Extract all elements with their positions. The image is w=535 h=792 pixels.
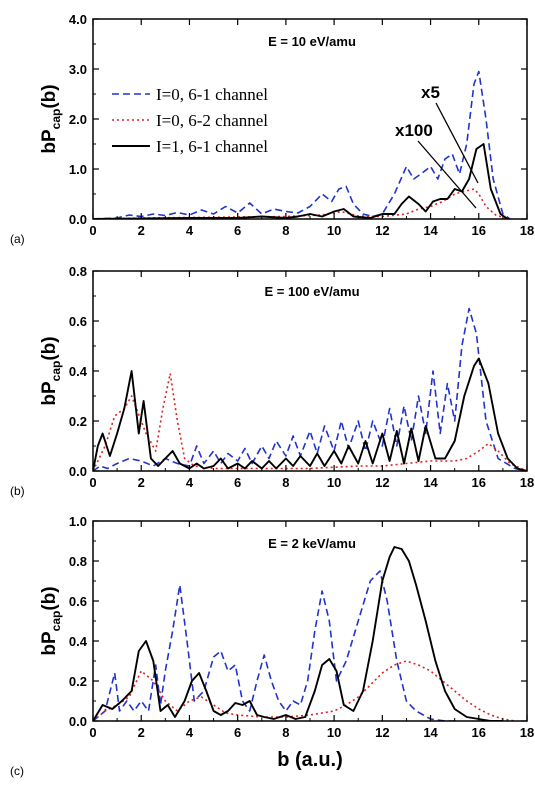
x-tick-label: 0 [89, 725, 96, 740]
annotation-x100: x100 [395, 121, 433, 140]
x-tick-label: 16 [472, 223, 486, 238]
x-tick-label: 12 [375, 725, 389, 740]
series-group [93, 546, 516, 721]
y-tick-label: 0.0 [69, 714, 87, 729]
x-tick-label: 14 [423, 475, 438, 490]
legend-label: I=0, 6-1 channel [156, 85, 268, 104]
y-tick-label: 1.0 [69, 514, 87, 529]
y-axis-label: bPcap(b) [39, 586, 63, 655]
x-tick-label: 12 [375, 475, 389, 490]
x-tick-label: 6 [234, 223, 241, 238]
x-axis-label: b (a.u.) [277, 749, 343, 771]
annotations: x5 x100 [395, 83, 479, 209]
y-tick-label: 0.8 [69, 554, 87, 569]
x-tick-label: 10 [327, 475, 341, 490]
legend: I=0, 6-1 channel I=0, 6-2 channel I=1, 6-1… [112, 85, 268, 156]
x-tick-label: 6 [234, 475, 241, 490]
series-line-3 [93, 357, 527, 471]
panel-label: (c) [10, 764, 24, 778]
series-line-1 [93, 307, 527, 471]
y-axis-label: bPcap(b) [39, 336, 63, 405]
x-tick-label: 4 [186, 223, 194, 238]
panel-title: E = 2 keV/amu [268, 536, 356, 551]
y-tick-label: 1.0 [69, 162, 87, 177]
x-tick-label: 2 [138, 475, 145, 490]
y-tick-label: 4.0 [69, 12, 87, 27]
series-line-3 [93, 143, 509, 219]
x-tick-label: 2 [138, 223, 145, 238]
panel-1: 0 2 4 6 8 10 12 14 16 18 0.0 1.0 2.0 3.0 4.0 bPcap(b) E … [10, 12, 534, 246]
x-tick-label: 16 [472, 475, 486, 490]
x-tick-label: 0 [89, 475, 96, 490]
annotation-x5: x5 [421, 83, 440, 102]
panel-3: 0 2 4 6 8 10 12 14 16 18 0.0 0.2 0.4 0.6 0.8 1.0 bPcap(b… [10, 514, 534, 778]
y-tick-label: 0.4 [69, 634, 88, 649]
x-tick-label: 14 [423, 725, 438, 740]
panel-label: (a) [10, 232, 25, 246]
legend-label: I=0, 6-2 channel [156, 111, 268, 130]
x-tick-label: 18 [520, 475, 534, 490]
y-tick-label: 0.2 [69, 674, 87, 689]
series-group [93, 307, 527, 471]
x-tick-label: 12 [375, 223, 389, 238]
x-tick-label: 18 [520, 725, 534, 740]
series-line-2 [93, 660, 516, 721]
annotation-pointer [435, 102, 479, 184]
series-line-1 [93, 570, 460, 721]
x-tick-label: 0 [89, 223, 96, 238]
x-tick-label: 10 [327, 725, 341, 740]
y-tick-label: 0.6 [69, 314, 87, 329]
x-tick-label: 4 [186, 725, 194, 740]
x-tick-label: 8 [282, 475, 289, 490]
series-line-2 [93, 372, 527, 471]
x-tick-label: 18 [520, 223, 534, 238]
x-tick-label: 4 [186, 475, 194, 490]
series-line-2 [93, 188, 508, 219]
series-line-1 [93, 70, 511, 219]
y-tick-label: 0.4 [69, 364, 88, 379]
x-tick-label: 10 [327, 223, 341, 238]
panel-label: (b) [10, 484, 25, 498]
y-axis-label: bPcap(b) [39, 84, 63, 153]
x-tick-label: 2 [138, 725, 145, 740]
x-tick-label: 8 [282, 223, 289, 238]
y-tick-label: 0.0 [69, 212, 87, 227]
y-tick-label: 3.0 [69, 62, 87, 77]
y-tick-label: 0.6 [69, 594, 87, 609]
panel-title: E = 100 eV/amu [264, 284, 359, 299]
y-tick-label: 0.8 [69, 264, 87, 279]
panel-title: E = 10 eV/amu [268, 34, 356, 49]
x-tick-label: 14 [423, 223, 438, 238]
x-tick-label: 16 [472, 725, 486, 740]
legend-label: I=1, 6-1 channel [156, 137, 268, 156]
series-line-3 [93, 546, 503, 721]
y-tick-label: 0.2 [69, 414, 87, 429]
panel-2: 0 2 4 6 8 10 12 14 16 18 0.0 0.2 0.4 0.6 0.8 bPcap(b) E … [10, 264, 534, 498]
series-group [93, 70, 511, 219]
y-tick-label: 2.0 [69, 112, 87, 127]
x-tick-label: 8 [282, 725, 289, 740]
annotation-pointer [417, 140, 477, 209]
x-tick-label: 6 [234, 725, 241, 740]
y-tick-label: 0.0 [69, 464, 87, 479]
